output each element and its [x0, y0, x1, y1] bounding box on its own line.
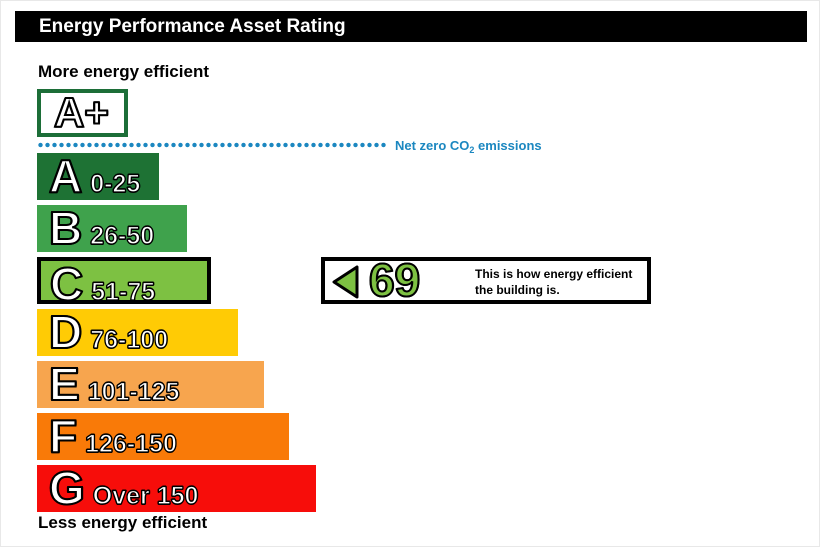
band-c: C 51-75 — [37, 257, 211, 310]
band-e: E 101-125 — [37, 358, 264, 410]
net-zero-text-suffix: emissions — [474, 138, 542, 153]
rating-value: 69 — [368, 254, 421, 306]
net-zero-label: Net zero CO2 emissions — [395, 138, 542, 155]
band-f: F 126-150 — [37, 410, 289, 462]
band-letter: E — [48, 358, 81, 410]
band-range: 101-125 — [87, 378, 180, 406]
band-letter: B — [48, 202, 83, 254]
less-efficient-label: Less energy efficient — [38, 513, 208, 532]
band-range: Over 150 — [92, 482, 199, 510]
page-title: Energy Performance Asset Rating — [39, 15, 346, 37]
band-d: D 76-100 — [37, 306, 238, 358]
band-range: 0-25 — [90, 170, 141, 198]
band-a-plus-letter: A+ — [53, 89, 110, 136]
band-b: B 26-50 — [37, 202, 187, 254]
band-a: A 0-25 — [37, 150, 159, 202]
band-letter: G — [48, 462, 86, 514]
band-letter: A — [48, 150, 83, 202]
rating-description: This is how energy efficient the buildin… — [475, 266, 632, 298]
band-letter: F — [48, 410, 78, 462]
net-zero-text: Net zero CO — [395, 138, 470, 153]
band-letter: C — [49, 258, 84, 310]
net-zero-dotted-line — [37, 142, 387, 148]
band-g: G Over 150 — [37, 462, 316, 514]
rating-pointer-icon — [332, 265, 359, 299]
rating-indicator: 69 This is how energy efficient the buil… — [321, 254, 651, 306]
rating-description-line2: the building is. — [475, 283, 560, 297]
band-range: 126-150 — [85, 430, 178, 458]
title-bar: Energy Performance Asset Rating — [15, 11, 807, 42]
band-range: 76-100 — [90, 326, 169, 354]
net-zero-subscript: 2 — [469, 145, 475, 155]
rating-description-line1: This is how energy efficient — [475, 267, 633, 281]
band-letter: D — [48, 306, 83, 358]
band-range: 51-75 — [91, 278, 156, 306]
band-a-plus: A+ — [37, 89, 128, 137]
band-range: 26-50 — [90, 222, 155, 250]
more-efficient-label: More energy efficient — [38, 62, 209, 81]
